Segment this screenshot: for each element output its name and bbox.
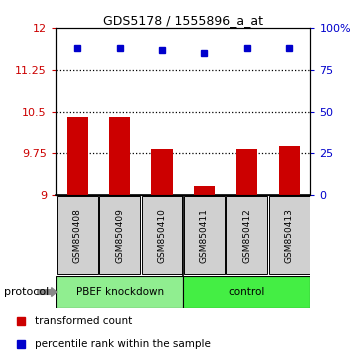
Text: GSM850409: GSM850409 [115, 208, 124, 263]
Bar [151, 149, 173, 195]
Bar [226, 196, 267, 274]
Bar [183, 276, 310, 308]
Bar [109, 117, 130, 195]
Text: GSM850408: GSM850408 [73, 208, 82, 263]
Bar [66, 117, 88, 195]
Title: GDS5178 / 1555896_a_at: GDS5178 / 1555896_a_at [103, 14, 263, 27]
Text: control: control [229, 287, 265, 297]
Text: GSM850412: GSM850412 [242, 208, 251, 263]
Bar [142, 196, 182, 274]
Bar [269, 196, 310, 274]
Bar [56, 276, 183, 308]
Bar [236, 149, 257, 195]
Text: protocol: protocol [4, 287, 49, 297]
Text: GSM850413: GSM850413 [285, 208, 294, 263]
Bar [184, 196, 225, 274]
Bar [194, 186, 215, 195]
Text: percentile rank within the sample: percentile rank within the sample [35, 339, 211, 349]
Text: GSM850411: GSM850411 [200, 208, 209, 263]
Text: GSM850410: GSM850410 [157, 208, 166, 263]
Text: PBEF knockdown: PBEF knockdown [75, 287, 164, 297]
Bar [57, 196, 97, 274]
Text: transformed count: transformed count [35, 316, 132, 326]
Bar [99, 196, 140, 274]
Bar [279, 146, 300, 195]
